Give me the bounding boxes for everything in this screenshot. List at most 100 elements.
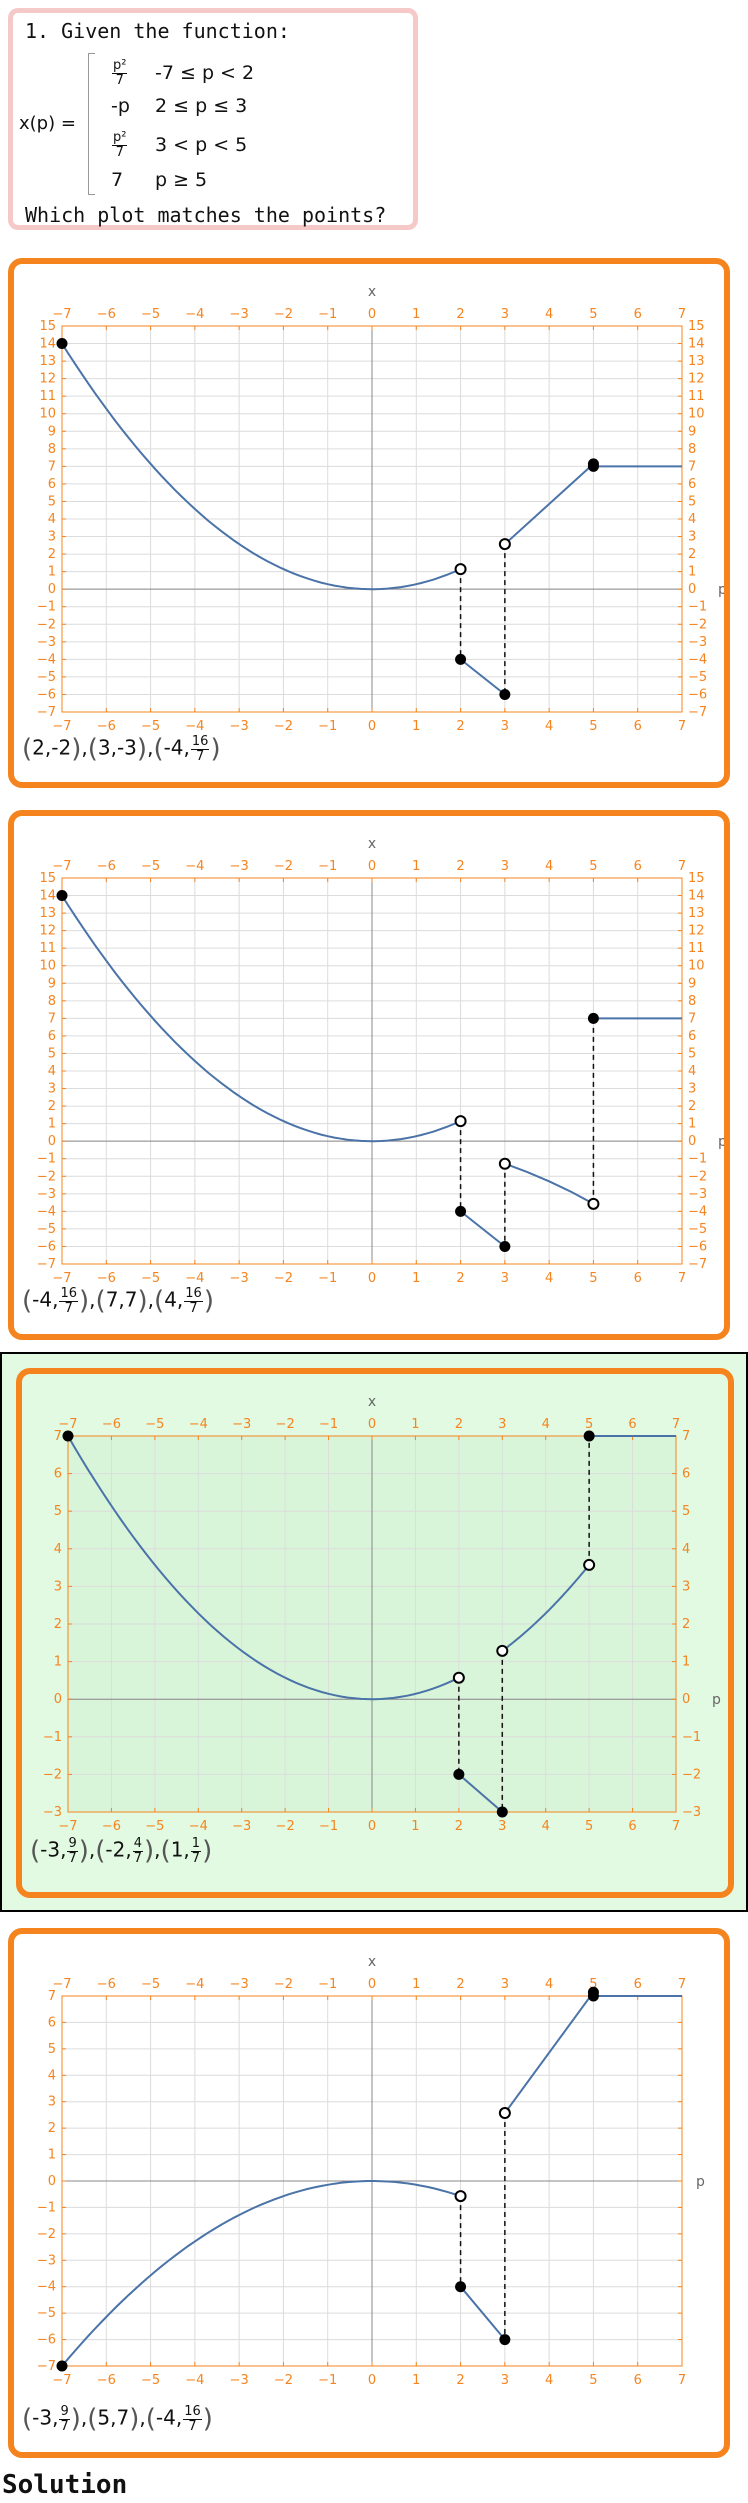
x-tick-label-bottom: 7	[678, 2373, 686, 2388]
case-expression: 7	[111, 169, 124, 191]
y-tick-label-left: 7	[48, 1989, 56, 2004]
y-tick-label-left: 0	[54, 1692, 62, 1707]
point-y: 7	[116, 2405, 130, 2430]
filled-endpoint	[56, 890, 68, 902]
x-tick-label-top: −6	[97, 307, 116, 322]
y-tick-label-right: 14	[688, 889, 705, 904]
y-tick-label-right: −2	[688, 1169, 707, 1184]
y-tick-label-left: 11	[39, 389, 56, 404]
y-tick-label-left: 15	[39, 871, 56, 886]
separator: ,	[154, 1837, 161, 1862]
paren-open: (	[30, 1836, 41, 1866]
x-tick-label-bottom: 1	[412, 719, 420, 734]
y-tick-label-right: 4	[688, 512, 696, 527]
separator: ,	[110, 2405, 117, 2430]
separator: ,	[147, 1287, 155, 1312]
y-tick-label-left: −4	[37, 652, 56, 667]
x-tick-label-bottom: 6	[634, 719, 642, 734]
x-tick-label-top: 5	[589, 1977, 597, 1992]
separator: ,	[176, 1287, 184, 1312]
x-tick-label-top: 1	[412, 1977, 420, 1992]
y-tick-label-right: 7	[682, 1429, 690, 1444]
y-tick-label-left: 5	[54, 1504, 62, 1519]
x-tick-label-top: −3	[230, 1977, 249, 1992]
option-chart: −7−7−6−6−5−5−4−4−3−3−2−2−1−1001122334455…	[37, 836, 724, 1286]
answer-option-c[interactable]: −7 −7 −6 −6 −5 −5 −4 −4 −3 −3 −2 −2 −1 −1 0 0 1 1 2 2 3 3 4 4 5 5…	[16, 1368, 734, 1898]
filled-endpoint	[587, 460, 599, 472]
option-chart: −7−7−6−6−5−5−4−4−3−3−2−2−1−1001122334455…	[37, 284, 724, 734]
function-piece	[501, 1564, 590, 1652]
answer-option-d[interactable]: −7 −7 −6 −6 −5 −5 −4 −4 −3 −3 −2 −2 −1 −1 0 0 1 1 2 2 3 3 4 4 5 5…	[8, 1928, 730, 2458]
x-tick-label-bottom: 5	[589, 1271, 597, 1286]
y-tick-label-right: 3	[688, 1082, 696, 1097]
y-tick-label-right: 0	[682, 1692, 690, 1707]
y-tick-label-left: 2	[54, 1617, 62, 1632]
x-tick-label-top: −7	[52, 307, 71, 322]
solution-label: Solution	[2, 2470, 128, 2500]
x-tick-label-top: −4	[185, 859, 204, 874]
y-tick-label-right: 4	[688, 1064, 696, 1079]
y-tick-label-right: −4	[688, 652, 707, 667]
paren-open: (	[154, 1286, 165, 1316]
paren-open: (	[145, 2404, 156, 2434]
x-tick-label-top: 5	[589, 859, 597, 874]
open-endpoint	[454, 2190, 467, 2203]
answer-option-a[interactable]: −7 −7 −6 −6 −5 −5 −4 −4 −3 −3 −2 −2 −1 −1 0 0 1 1 2 2 3 3 4 4 5 5…	[8, 258, 730, 788]
separator: ,	[175, 2405, 183, 2430]
y-tick-label-right: −1	[688, 600, 707, 615]
x-tick-label-top: −7	[52, 1977, 71, 1992]
x-tick-label-top: 1	[411, 1417, 419, 1432]
answer-points: (2,-2),(3,-3),(-4, 16 7)	[22, 734, 221, 764]
x-tick-label-bottom: 3	[501, 1271, 509, 1286]
y-tick-label-left: 0	[48, 1134, 56, 1149]
x-tick-label-bottom: −3	[230, 2373, 249, 2388]
paren-open: (	[95, 1836, 106, 1866]
filled-endpoint	[56, 2360, 68, 2372]
y-tick-label-left: −5	[37, 2306, 56, 2321]
point-y-fraction: 16 7	[59, 1286, 79, 1316]
x-tick-label-top: −2	[274, 307, 293, 322]
y-tick-label-left: −1	[37, 600, 56, 615]
x-tick-label-top: −3	[230, 859, 249, 874]
x-tick-label-bottom: −4	[185, 2373, 204, 2388]
x-tick-label-top: 7	[678, 859, 686, 874]
x-tick-label-bottom: 4	[545, 1271, 553, 1286]
function-case-4: 7 p ≥ 5	[111, 169, 207, 191]
fraction-denominator: 7	[189, 1300, 198, 1316]
x-tick-label-bottom: −7	[58, 1819, 77, 1834]
x-tick-label-bottom: −4	[189, 1819, 208, 1834]
x-tick-label-top: 7	[678, 307, 686, 322]
y-tick-label-left: 4	[54, 1542, 62, 1557]
function-case-1: p² 7 -7 ≤ p < 2	[111, 59, 254, 88]
x-tick-label-top: −5	[141, 859, 160, 874]
open-endpoint	[454, 1115, 467, 1128]
y-tick-label-right: 6	[682, 1467, 690, 1482]
open-endpoint	[496, 1644, 509, 1657]
point-x: 4	[164, 1287, 177, 1312]
x-tick-label-bottom: 0	[368, 1271, 376, 1286]
filled-endpoint	[499, 1240, 511, 1252]
separator: ,	[110, 735, 117, 760]
filled-endpoint	[62, 1430, 74, 1442]
fraction-denominator: 7	[68, 1850, 77, 1866]
x-tick-label-top: 3	[501, 859, 509, 874]
fraction-numerator: 4	[132, 1835, 144, 1852]
y-tick-label-right: −6	[688, 1239, 707, 1254]
y-tick-label-right: 8	[688, 442, 696, 457]
open-endpoint	[498, 2107, 511, 2120]
filled-endpoint	[499, 688, 511, 700]
x-tick-label-top: 6	[634, 1977, 642, 1992]
paren-open: (	[160, 1836, 171, 1866]
case-fraction: p² 7	[112, 59, 128, 88]
y-tick-label-left: 2	[48, 547, 56, 562]
paren-close: )	[70, 2404, 81, 2434]
x-tick-label-top: −3	[232, 1417, 251, 1432]
x-tick-label-top: −4	[185, 307, 204, 322]
y-tick-label-right: −7	[688, 705, 707, 720]
y-tick-label-right: 2	[688, 547, 696, 562]
function-lhs: x(p) =	[19, 113, 76, 134]
answer-option-b[interactable]: −7 −7 −6 −6 −5 −5 −4 −4 −3 −3 −2 −2 −1 −1 0 0 1 1 2 2 3 3 4 4 5 5…	[8, 810, 730, 1340]
fraction-numerator: 16	[190, 733, 210, 750]
separator: ,	[44, 735, 52, 760]
y-tick-label-right: 8	[688, 994, 696, 1009]
